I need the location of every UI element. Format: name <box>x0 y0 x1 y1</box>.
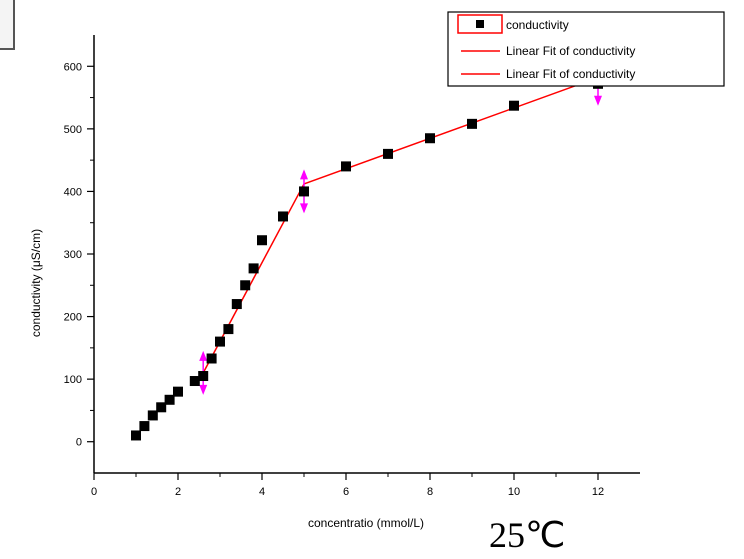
legend-point-swatch <box>476 20 484 28</box>
y-tick-label: 0 <box>76 437 82 449</box>
legend: conductivity Linear Fit of conductivity … <box>447 11 725 87</box>
fit-lines <box>202 76 599 374</box>
legend-highlight <box>457 14 503 34</box>
range-marker-arrow-up <box>199 350 208 361</box>
legend-entry-fit-1: Linear Fit of conductivity <box>506 44 635 58</box>
range-marker-arrow-up <box>300 169 308 180</box>
data-point <box>189 376 200 387</box>
data-point <box>164 394 175 405</box>
x-tick-label: 0 <box>91 486 97 498</box>
x-axis-title: concentratio (mmol/L) <box>308 516 424 530</box>
data-points <box>131 78 603 441</box>
data-point <box>147 410 158 421</box>
data-point <box>131 430 141 441</box>
data-point <box>278 211 288 222</box>
data-point <box>341 161 351 172</box>
x-tick-label: 2 <box>175 486 181 498</box>
data-point <box>198 371 209 382</box>
data-point <box>215 336 225 347</box>
x-tick-label: 10 <box>508 486 520 498</box>
x-tick-label: 8 <box>427 486 433 498</box>
legend-entry-fit-2: Linear Fit of conductivity <box>506 67 635 81</box>
fit-line-2 <box>303 76 599 185</box>
range-marker-arrow-down <box>199 384 208 395</box>
x-ticks: 0 2 4 6 8 10 12 <box>91 473 604 498</box>
plot-axes <box>93 35 640 474</box>
data-point <box>383 148 393 159</box>
legend-entry-conductivity: conductivity <box>506 18 569 32</box>
range-marker-arrow-down <box>594 95 602 106</box>
y-axis-title: conductivity (μS/cm) <box>29 229 43 337</box>
y-tick-label: 400 <box>64 186 82 198</box>
data-point <box>425 133 435 144</box>
data-point <box>240 280 251 291</box>
y-ticks: 0 100 200 300 400 500 600 <box>64 61 94 449</box>
x-tick-label: 6 <box>343 486 349 498</box>
data-point <box>299 186 309 197</box>
data-point <box>467 118 477 129</box>
data-point <box>248 263 259 274</box>
y-tick-label: 500 <box>64 124 82 136</box>
data-point <box>223 324 234 335</box>
y-tick-label: 100 <box>64 374 82 386</box>
range-marker-arrow-down <box>300 203 308 214</box>
temperature-annotation: 25℃ <box>489 515 565 555</box>
y-tick-label: 600 <box>64 61 82 73</box>
data-point <box>509 100 519 111</box>
data-point <box>139 421 150 432</box>
y-tick-label: 200 <box>64 312 82 324</box>
data-point <box>173 386 183 397</box>
y-tick-label: 300 <box>64 249 82 261</box>
x-tick-label: 12 <box>592 486 604 498</box>
range-markers <box>199 61 602 395</box>
data-point <box>231 299 242 310</box>
window-corner-fragment <box>0 0 15 50</box>
data-point <box>257 235 267 246</box>
x-tick-label: 4 <box>259 486 265 498</box>
data-point <box>206 353 217 364</box>
data-point <box>156 402 167 413</box>
